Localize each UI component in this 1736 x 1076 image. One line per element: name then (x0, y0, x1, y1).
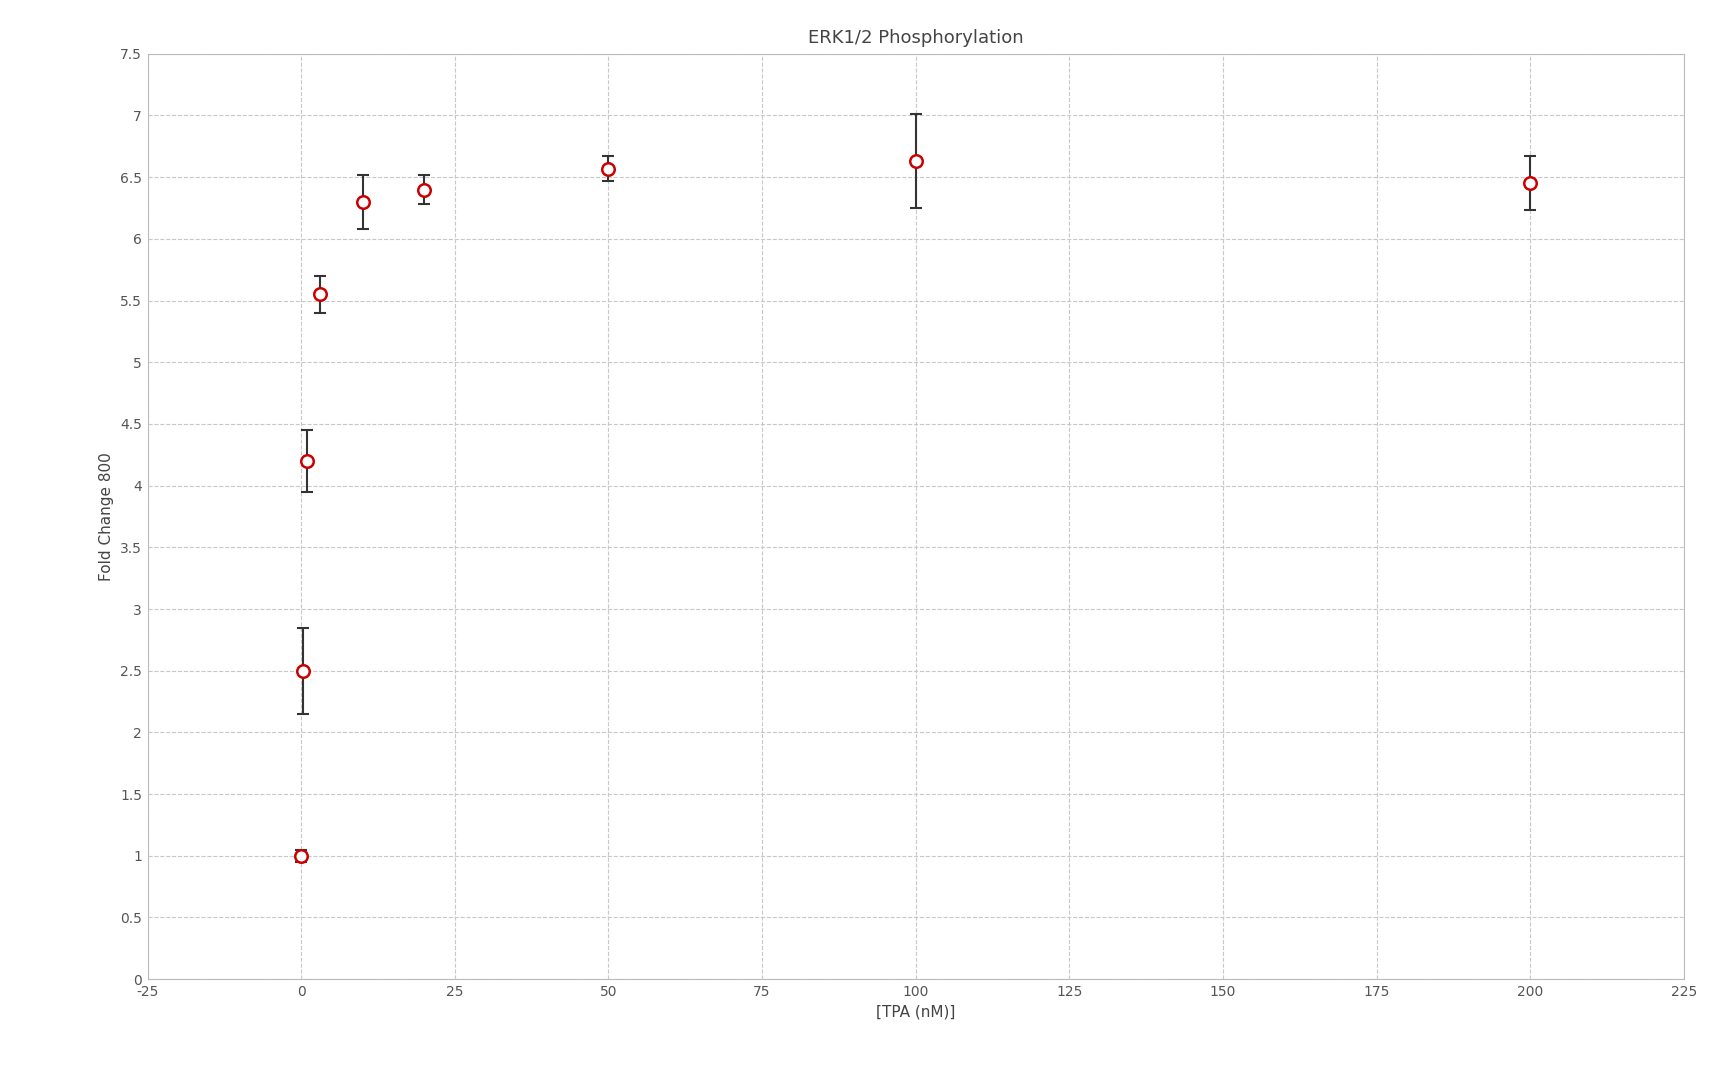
X-axis label: [TPA (nM)]: [TPA (nM)] (877, 1004, 955, 1019)
Title: ERK1/2 Phosphorylation: ERK1/2 Phosphorylation (807, 29, 1024, 46)
Y-axis label: Fold Change 800: Fold Change 800 (99, 452, 115, 581)
